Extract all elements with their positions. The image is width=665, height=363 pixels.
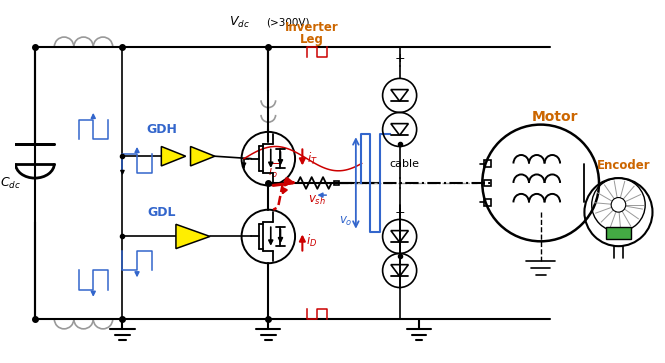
Text: $v_{sh}$: $v_{sh}$ [308,193,326,207]
Bar [483,180,491,186]
Polygon shape [190,147,215,166]
Text: $i_T$: $i_T$ [307,151,317,167]
Text: GDL: GDL [147,205,176,219]
Polygon shape [162,147,186,166]
Text: $C_{dc}$: $C_{dc}$ [0,175,21,191]
Text: $\overline{i_o}$: $\overline{i_o}$ [268,162,279,180]
Text: Motor: Motor [532,110,579,124]
Text: cable: cable [390,159,420,168]
Text: Encoder: Encoder [597,159,650,172]
Text: +: + [394,205,405,219]
Text: Leg: Leg [300,33,324,46]
Bar [334,180,339,185]
Bar [483,199,491,206]
Text: $v_o$: $v_o$ [339,215,353,228]
Text: $i_D$: $i_D$ [307,233,318,249]
Bar [483,160,491,167]
Text: (>300V): (>300V) [266,17,309,28]
Text: $V_{dc}$: $V_{dc}$ [229,15,249,30]
Bar [606,227,630,239]
Text: GDH: GDH [146,123,177,136]
Circle shape [611,197,626,212]
Text: Inverter: Inverter [285,21,339,34]
Polygon shape [176,224,210,249]
Text: +: + [394,53,405,65]
